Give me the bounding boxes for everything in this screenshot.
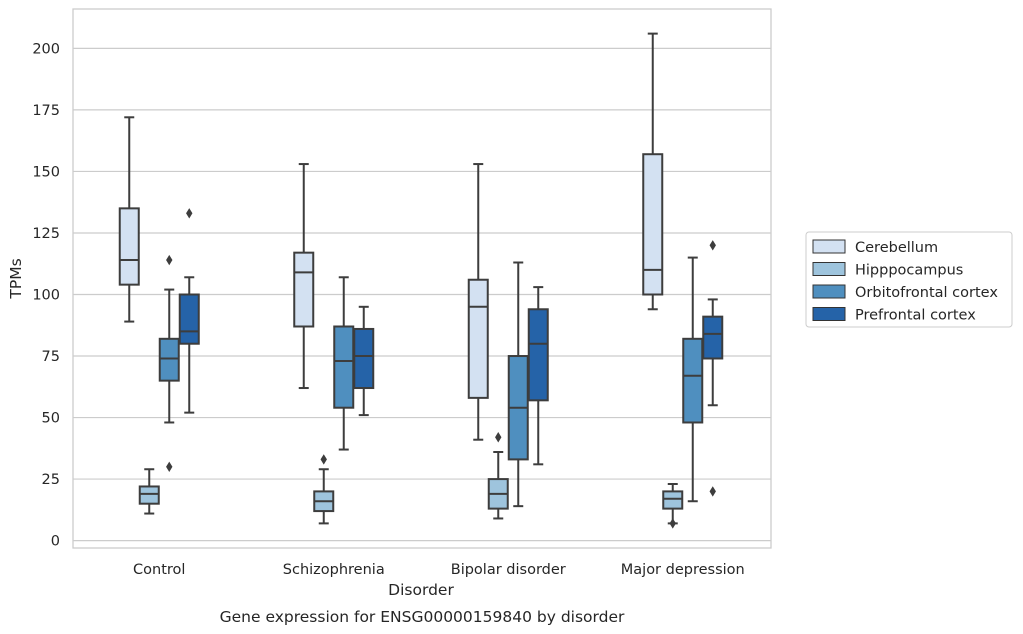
box: [138, 468, 160, 515]
y-tick-label: 100: [32, 287, 60, 303]
x-axis-label: Disorder: [388, 581, 454, 599]
outlier-point: [186, 208, 193, 219]
series-cerebellum: [118, 32, 664, 441]
y-tick-label: 175: [32, 103, 60, 119]
y-tick-label: 125: [32, 226, 60, 242]
iqr-box: [158, 337, 180, 382]
box: [293, 163, 315, 390]
box: [682, 256, 704, 503]
legend-label: Hipppocampus: [855, 263, 963, 279]
legend-item: Orbitofrontal cortex: [812, 284, 998, 301]
iqr-box: [702, 315, 724, 360]
legend-frame: [805, 231, 1013, 328]
iqr-box: [527, 308, 549, 402]
x-tick-label: Schizophrenia: [283, 562, 385, 578]
legend-item: Hipppocampus: [812, 262, 963, 279]
box: [527, 286, 549, 466]
legend-swatch: [812, 262, 846, 276]
box: [158, 254, 180, 472]
legend-swatch: [812, 284, 846, 299]
iqr-box: [682, 337, 704, 424]
outlier-point: [495, 432, 502, 443]
legend: Cerebellum Hipppocampus Orbitofrontal cort…: [805, 231, 1013, 328]
x-axis-ticks: Control Schizophrenia Bipolar disorder Majo…: [133, 562, 745, 578]
legend-item: Prefrontal cortex: [812, 307, 976, 324]
plot-frame: [72, 8, 772, 549]
y-axis-ticks: 0 25 50 75 100 125 150 175 200: [32, 41, 60, 549]
iqr-box: [353, 327, 375, 390]
outlier-point: [709, 240, 716, 251]
box: [702, 240, 724, 497]
outlier-point: [320, 454, 327, 465]
series-prefrontal-cortex: [178, 208, 724, 497]
box: [507, 261, 529, 508]
box: [642, 32, 664, 311]
series-hipppocampus: [138, 432, 684, 529]
series-orbitofrontal-cortex: [158, 254, 704, 508]
y-tick-label: 150: [32, 164, 60, 180]
outlier-point: [166, 254, 173, 266]
x-tick-label: Bipolar disorder: [451, 562, 566, 578]
y-tick-label: 200: [32, 41, 60, 57]
iqr-box: [138, 485, 160, 505]
legend-label: Prefrontal cortex: [855, 308, 976, 324]
gridlines: [73, 47, 771, 542]
outlier-point: [669, 518, 676, 529]
iqr-box: [293, 251, 315, 328]
box: [487, 432, 509, 520]
y-tick-label: 75: [42, 349, 60, 365]
box-series: [118, 32, 724, 529]
legend-swatch: [812, 307, 846, 321]
iqr-box: [467, 278, 489, 399]
iqr-box: [662, 490, 684, 510]
y-tick-label: 0: [51, 534, 60, 550]
y-tick-label: 50: [42, 411, 60, 427]
outlier-point: [709, 486, 716, 497]
box: [118, 116, 140, 323]
box: [313, 454, 335, 525]
box: [467, 163, 489, 441]
legend-label: Cerebellum: [855, 240, 938, 256]
iqr-box: [333, 325, 355, 409]
chart-caption: Gene expression for ENSG00000159840 by d…: [220, 608, 625, 626]
iqr-box: [178, 293, 200, 345]
y-axis-label: TPMs: [7, 258, 25, 299]
box: [333, 276, 355, 451]
x-tick-label: Major depression: [621, 562, 745, 578]
iqr-box: [118, 207, 140, 286]
legend-item: Cerebellum: [812, 239, 938, 256]
box: [662, 483, 684, 529]
legend-swatch: [812, 239, 846, 254]
box: [178, 208, 200, 414]
box: [353, 305, 375, 417]
legend-label: Orbitofrontal cortex: [855, 285, 998, 301]
x-tick-label: Control: [133, 562, 185, 578]
iqr-box: [642, 153, 664, 296]
outlier-point: [166, 461, 173, 472]
y-tick-label: 25: [42, 472, 60, 488]
